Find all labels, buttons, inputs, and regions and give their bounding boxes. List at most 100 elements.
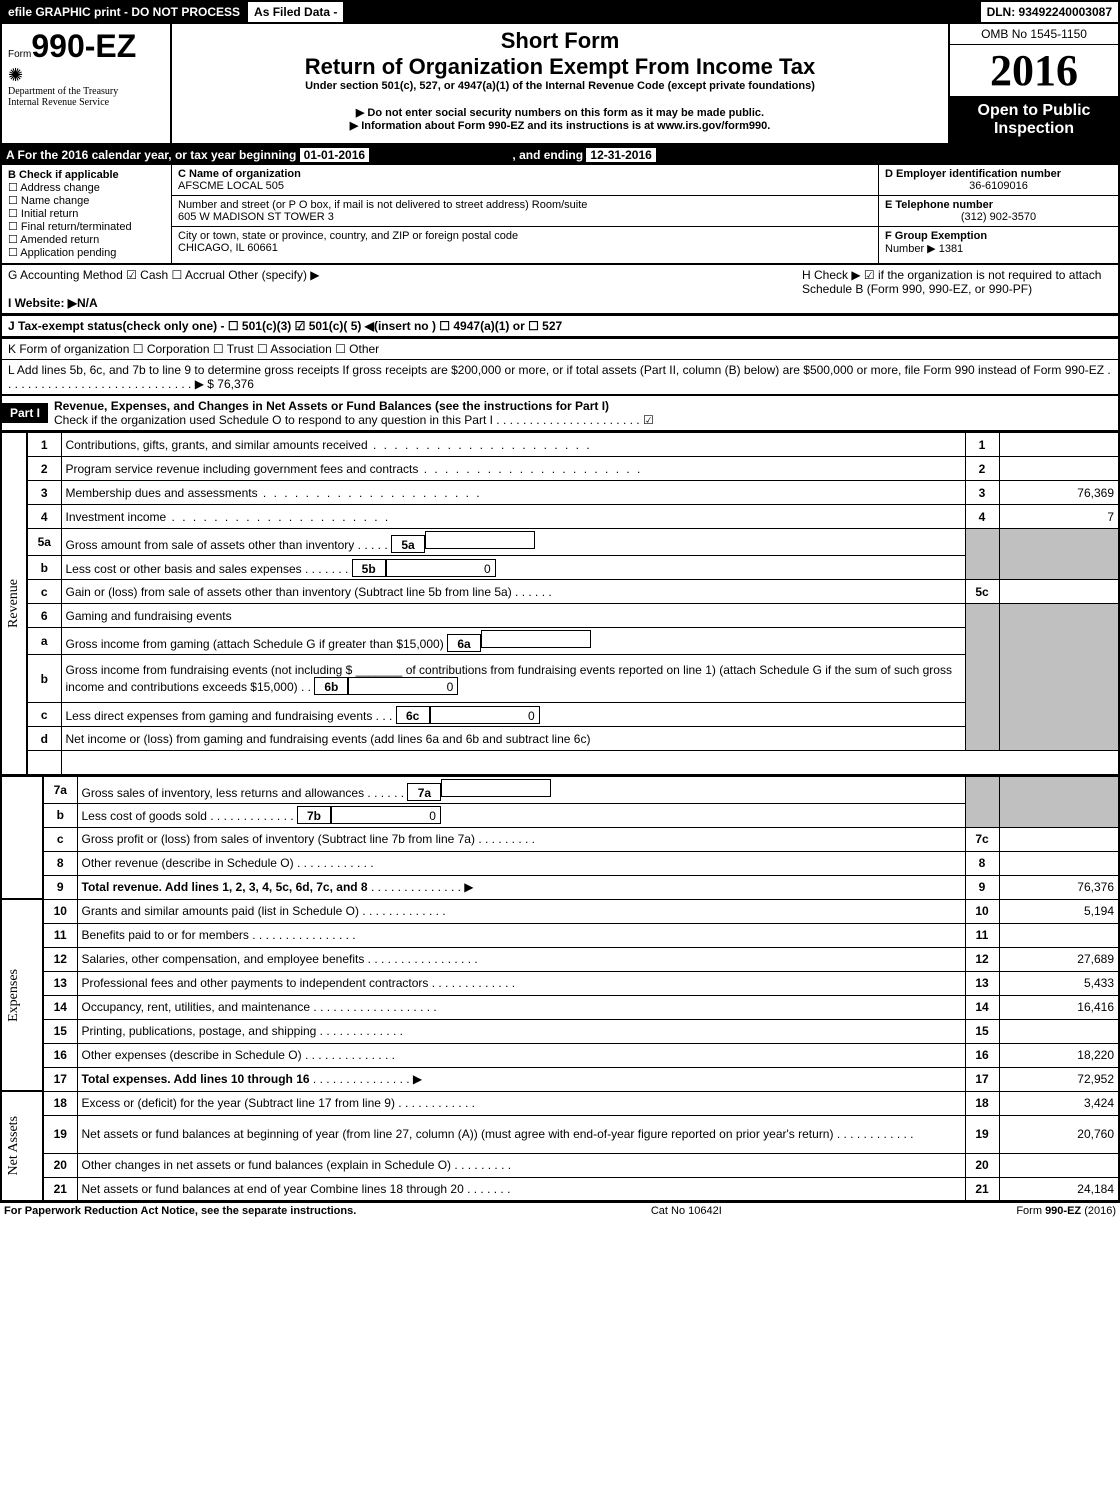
part1-title: Revenue, Expenses, and Changes in Net As… [54, 399, 609, 413]
row7a-iv [441, 779, 551, 797]
row19-val: 20,760 [999, 1115, 1119, 1153]
cb-amended-return[interactable]: ☐ Amended return [8, 233, 165, 246]
city-cell: City or town, state or province, country… [172, 227, 878, 257]
row1-desc: Contributions, gifts, grants, and simila… [61, 433, 965, 457]
row17-num: 17 [43, 1067, 77, 1091]
row7b-num: b [43, 803, 77, 827]
row4-val: 7 [999, 505, 1119, 529]
tax-year: 2016 [950, 45, 1118, 96]
topbar-dln: DLN: 93492240003087 [979, 2, 1118, 22]
row18-rn: 18 [965, 1091, 999, 1115]
row17-val: 72,952 [999, 1067, 1119, 1091]
street-value: 605 W MADISON ST TOWER 3 [178, 211, 334, 223]
row11-desc: Benefits paid to or for members . . . . … [77, 923, 965, 947]
row19-num: 19 [43, 1115, 77, 1153]
cb-address-change[interactable]: ☐ Address change [8, 181, 165, 194]
group-exemption-value: 1381 [939, 243, 963, 255]
row11-rn: 11 [965, 923, 999, 947]
cb-application-pending[interactable]: ☐ Application pending [8, 246, 165, 259]
form-number-990ez: 990-EZ [31, 28, 136, 64]
row8-val [999, 851, 1119, 875]
row20-val [999, 1153, 1119, 1177]
row10-num: 10 [43, 899, 77, 923]
row12-desc: Salaries, other compensation, and employ… [77, 947, 965, 971]
row21-rn: 21 [965, 1177, 999, 1201]
row7a-desc: Gross sales of inventory, less returns a… [77, 776, 965, 803]
row10-rn: 10 [965, 899, 999, 923]
page-footer: For Paperwork Reduction Act Notice, see … [0, 1202, 1120, 1219]
row9-num: 9 [43, 875, 77, 899]
row7c-val [999, 827, 1119, 851]
row6c-iv: 0 [430, 706, 540, 724]
row5c-num: c [27, 580, 61, 604]
form-prefix: Form990-EZ [8, 28, 164, 65]
b-label: B Check if applicable [8, 169, 165, 181]
row7a-num: 7a [43, 776, 77, 803]
part1-check[interactable]: Check if the organization used Schedule … [54, 413, 654, 427]
row3-val: 76,369 [999, 481, 1119, 505]
d-ein-cell: D Employer identification number 36-6109… [879, 165, 1118, 196]
row5c-val [999, 580, 1119, 604]
topbar-spacer [345, 2, 978, 22]
row2-num: 2 [27, 457, 61, 481]
row20-desc: Other changes in net assets or fund bala… [77, 1153, 965, 1177]
street-label: Number and street (or P O box, if mail i… [178, 199, 587, 211]
row4-desc: Investment income [61, 505, 965, 529]
row7b-desc: Less cost of goods sold . . . . . . . . … [77, 803, 965, 827]
row13-desc: Professional fees and other payments to … [77, 971, 965, 995]
cb-initial-return[interactable]: ☐ Initial return [8, 207, 165, 220]
row17-desc: Total expenses. Add lines 10 through 16 … [77, 1067, 965, 1091]
row7b-iv: 0 [331, 806, 441, 824]
row21-num: 21 [43, 1177, 77, 1201]
row1-rn: 1 [965, 433, 999, 457]
row11-num: 11 [43, 923, 77, 947]
row11-val [999, 923, 1119, 947]
open-to-public-badge: Open to PublicInspection [950, 96, 1118, 143]
row16-desc: Other expenses (describe in Schedule O) … [77, 1043, 965, 1067]
row3-rn: 3 [965, 481, 999, 505]
row9-rn: 9 [965, 875, 999, 899]
col-b-checkboxes: B Check if applicable ☐ Address change ☐… [2, 165, 172, 263]
return-title: Return of Organization Exempt From Incom… [178, 54, 942, 80]
row13-num: 13 [43, 971, 77, 995]
row14-num: 14 [43, 995, 77, 1019]
g-accounting[interactable]: G Accounting Method ☑ Cash ☐ Accrual Oth… [8, 268, 802, 282]
row12-val: 27,689 [999, 947, 1119, 971]
donot-ssn: ▶ Do not enter social security numbers o… [178, 106, 942, 119]
cb-final-return[interactable]: ☐ Final return/terminated [8, 220, 165, 233]
side-revenue: Revenue [6, 579, 22, 628]
dept-treasury: Department of the Treasury [8, 86, 164, 97]
e-phone-cell: E Telephone number (312) 902-3570 [879, 196, 1118, 227]
f-label: F Group Exemption [885, 230, 987, 242]
row15-num: 15 [43, 1019, 77, 1043]
row9-desc: Total revenue. Add lines 1, 2, 3, 4, 5c,… [77, 875, 965, 899]
city-value: CHICAGO, IL 60661 [178, 242, 278, 254]
city-label: City or town, state or province, country… [178, 230, 518, 242]
row20-num: 20 [43, 1153, 77, 1177]
c-label: C Name of organization [178, 168, 301, 180]
row7c-rn: 7c [965, 827, 999, 851]
row5b-desc: Less cost or other basis and sales expen… [61, 556, 965, 580]
part1-title-cell: Revenue, Expenses, and Changes in Net As… [48, 396, 1118, 430]
part1-header: Part I Revenue, Expenses, and Changes in… [0, 396, 1120, 432]
row6c-desc: Less direct expenses from gaming and fun… [61, 703, 965, 727]
cb-name-change[interactable]: ☐ Name change [8, 194, 165, 207]
side-expenses: Expenses [6, 969, 22, 1022]
row3-desc: Membership dues and assessments [61, 481, 965, 505]
row15-val [999, 1019, 1119, 1043]
h-schedule-b[interactable]: H Check ▶ ☑ if the organization is not r… [802, 268, 1112, 310]
row18-desc: Excess or (deficit) for the year (Subtra… [77, 1091, 965, 1115]
f-group-cell: F Group Exemption Number ▶ 1381 [879, 227, 1118, 258]
section-k[interactable]: K Form of organization ☐ Corporation ☐ T… [0, 338, 1120, 360]
row6a-desc: Gross income from gaming (attach Schedul… [61, 628, 965, 655]
row19-desc: Net assets or fund balances at beginning… [77, 1115, 965, 1153]
row4-rn: 4 [965, 505, 999, 529]
street-cell: Number and street (or P O box, if mail i… [172, 196, 878, 227]
row8-desc: Other revenue (describe in Schedule O) .… [77, 851, 965, 875]
row6c-in: 6c [396, 706, 430, 724]
row3-num: 3 [27, 481, 61, 505]
section-j[interactable]: J Tax-exempt status(check only one) - ☐ … [0, 315, 1120, 338]
row14-val: 16,416 [999, 995, 1119, 1019]
row5c-desc: Gain or (loss) from sale of assets other… [61, 580, 965, 604]
treasury-seal-icon: ✺ [8, 65, 164, 86]
